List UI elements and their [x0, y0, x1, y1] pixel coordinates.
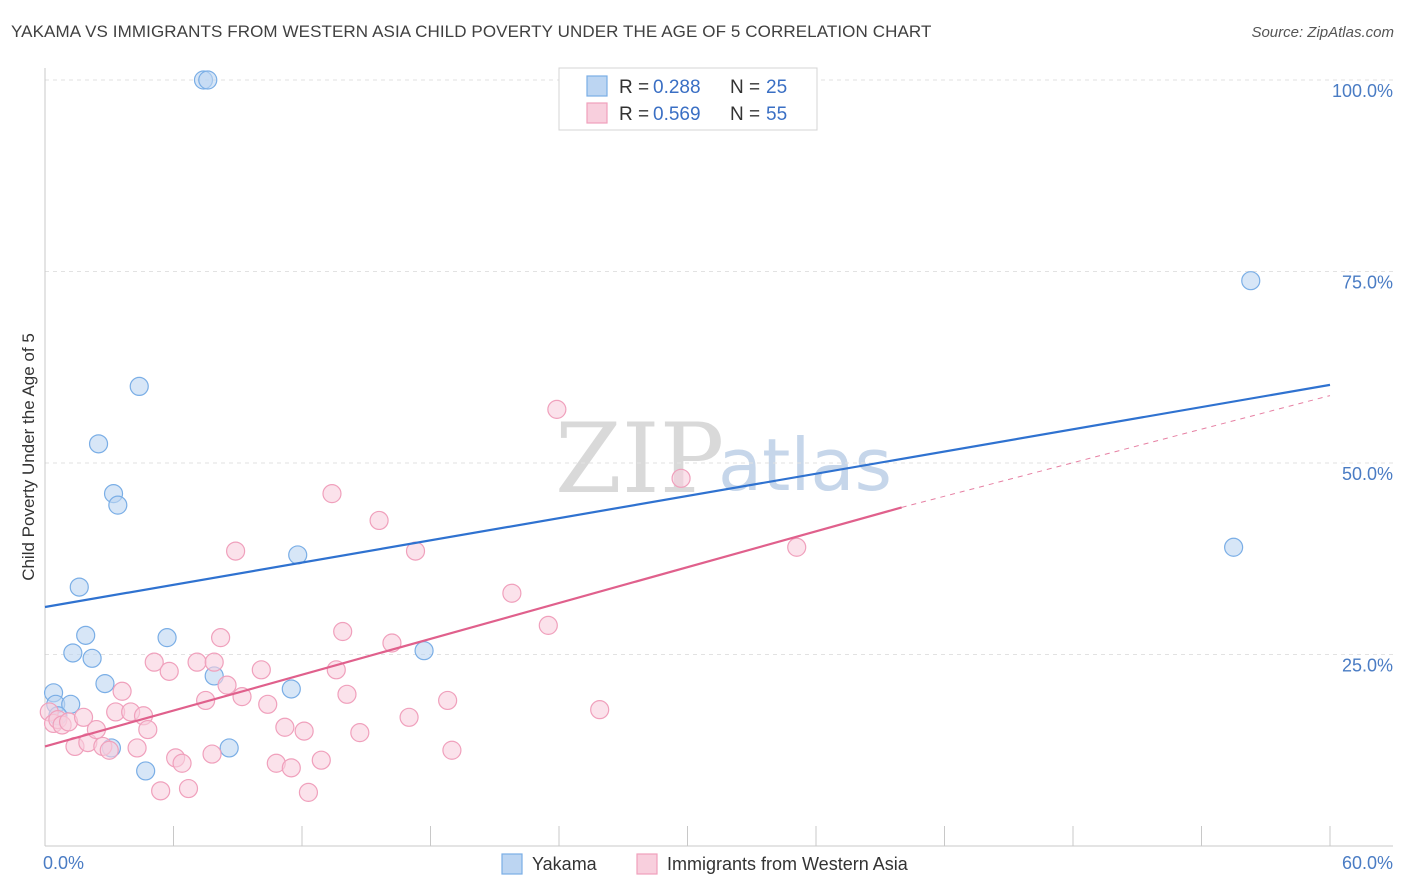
point-s1-22	[178, 778, 199, 799]
point-s1-48	[438, 690, 458, 711]
legend-r-yakama: 0.288	[653, 77, 701, 98]
y-axis-label: Child Poverty Under the Age of 5	[19, 333, 38, 581]
point-s1-28	[217, 675, 237, 695]
y-tick-labels: 25.0% 50.0% 75.0% 100.0%	[1332, 81, 1393, 676]
bottom-legend-label-western-asia: Immigrants from Western Asia	[667, 854, 909, 874]
point-s0-16	[198, 70, 218, 90]
grid	[45, 79, 1393, 655]
point-s1-42	[337, 684, 357, 704]
point-s1-38	[311, 750, 331, 770]
point-s1-10	[99, 740, 119, 760]
point-s1-36	[294, 721, 314, 741]
point-s1-54	[671, 468, 691, 488]
point-s0-11	[108, 495, 128, 515]
point-s1-39	[322, 484, 342, 504]
point-s1-26	[204, 652, 224, 672]
legend-r-label-western-asia: R =	[619, 104, 649, 125]
point-s0-12	[129, 376, 149, 396]
point-s0-23	[1241, 271, 1261, 291]
point-s1-49	[442, 740, 462, 760]
point-s1-34	[275, 717, 295, 737]
trend-line-s1	[44, 506, 902, 748]
top-legend: R = 0.288 N = 25 R = 0.569 N = 55	[558, 67, 818, 131]
legend-n-western-asia: 55	[766, 104, 787, 125]
point-s0-13	[136, 761, 156, 781]
y-tick-label-2: 75.0%	[1342, 273, 1393, 293]
point-s0-21	[414, 641, 434, 661]
chart-title: YAKAMA VS IMMIGRANTS FROM WESTERN ASIA C…	[11, 22, 932, 41]
legend-n-yakama: 25	[766, 77, 787, 98]
point-s0-4	[69, 577, 89, 597]
point-s0-14	[157, 628, 177, 648]
point-s0-8	[95, 674, 115, 694]
point-s1-21	[172, 753, 192, 773]
legend-r-western-asia: 0.569	[653, 104, 701, 125]
point-s1-43	[350, 723, 370, 743]
point-s0-6	[82, 648, 102, 668]
x-tick-label-left: 0.0%	[43, 853, 84, 873]
point-s0-7	[88, 434, 109, 454]
point-s1-17	[144, 652, 164, 672]
point-s0-22	[1224, 537, 1244, 557]
point-s1-51	[538, 615, 558, 635]
point-s1-18	[151, 781, 171, 801]
legend-r-label-yakama: R =	[619, 77, 649, 98]
point-s1-29	[226, 541, 246, 561]
bottom-legend-swatch-western-asia	[636, 853, 658, 875]
y-tick-label-0: 25.0%	[1342, 656, 1393, 676]
y-tick-label-3: 100.0%	[1332, 81, 1393, 101]
source-label: Source: ZipAtlas.com	[1251, 24, 1394, 41]
point-s1-37	[298, 782, 319, 802]
point-s1-25	[202, 744, 222, 764]
legend-n-label-yakama: N =	[730, 77, 760, 98]
point-s0-19	[281, 679, 301, 699]
legend-swatch-yakama	[586, 75, 608, 97]
point-s1-32	[258, 694, 278, 714]
point-s1-12	[112, 681, 132, 701]
y-tick-label-1: 50.0%	[1342, 464, 1393, 484]
point-s0-5	[76, 625, 96, 645]
point-s1-14	[127, 738, 147, 758]
bottom-legend: Yakama Immigrants from Western Asia	[501, 853, 909, 875]
point-s1-55	[787, 537, 807, 557]
point-s1-24	[196, 690, 216, 711]
watermark-zip: ZIP	[555, 403, 724, 515]
scatter-points	[39, 70, 1261, 802]
bottom-legend-swatch-yakama	[501, 853, 523, 875]
point-s1-27	[211, 628, 231, 648]
trend-lines	[44, 383, 1331, 748]
x-ticks	[44, 826, 1331, 846]
trend-line-s0	[44, 383, 1331, 609]
point-s1-35	[281, 758, 301, 778]
point-s1-52	[547, 399, 567, 419]
point-s1-23	[187, 652, 207, 672]
point-s1-16	[138, 719, 158, 740]
point-s1-50	[502, 583, 522, 603]
point-s1-41	[333, 621, 353, 642]
point-s0-18	[219, 738, 239, 758]
legend-n-label-western-asia: N =	[730, 104, 760, 125]
point-s1-47	[399, 707, 419, 727]
point-s1-19	[159, 661, 179, 681]
x-tick-label-right: 60.0%	[1342, 853, 1393, 873]
point-s1-6	[73, 707, 94, 727]
point-s1-53	[590, 700, 610, 720]
point-s1-44	[369, 510, 389, 531]
legend-swatch-western-asia	[586, 102, 608, 124]
bottom-legend-label-yakama: Yakama	[532, 854, 598, 874]
point-s1-31	[251, 660, 271, 680]
trend-line-dashed-s1	[901, 395, 1331, 508]
point-s0-3	[63, 643, 83, 663]
